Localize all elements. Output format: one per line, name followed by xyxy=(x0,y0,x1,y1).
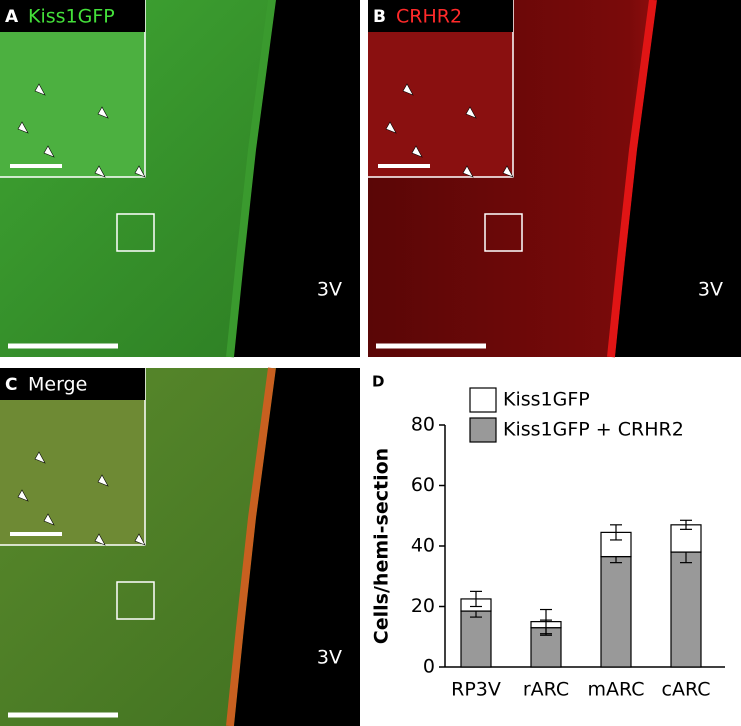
y-tick-label: 40 xyxy=(411,535,435,557)
x-tick-label: RP3V xyxy=(451,679,501,701)
legend-swatch xyxy=(469,387,497,413)
inset xyxy=(368,32,513,177)
region-label: 3V xyxy=(698,279,723,301)
y-tick-label: 20 xyxy=(411,595,435,617)
region-label: 3V xyxy=(317,279,342,301)
y-tick-label: 60 xyxy=(411,474,435,496)
arrowhead xyxy=(34,451,46,464)
y-tick-label: 0 xyxy=(423,656,435,678)
bar-segment xyxy=(460,610,492,668)
error-bar xyxy=(680,519,692,530)
legend-label: Kiss1GFP xyxy=(503,389,590,411)
arrowhead xyxy=(502,165,514,178)
panel-letter: A xyxy=(5,7,19,27)
bar-segment xyxy=(670,551,702,668)
error-bar xyxy=(470,590,482,608)
title-box xyxy=(368,0,513,32)
arrowhead xyxy=(462,165,474,178)
inset xyxy=(0,32,145,177)
x-tick-label: cARC xyxy=(662,679,711,701)
ventricle-edge xyxy=(226,367,276,726)
arrowhead xyxy=(43,145,55,158)
zoom-box xyxy=(116,213,155,252)
zoom-box xyxy=(116,581,155,620)
error-bar xyxy=(540,608,552,635)
arrowhead xyxy=(34,83,46,96)
panel-title: CRHR2 xyxy=(396,6,462,28)
arrowhead xyxy=(134,533,146,546)
arrowhead xyxy=(94,165,106,178)
arrowhead xyxy=(17,121,29,134)
title-box xyxy=(0,0,145,32)
inset xyxy=(0,400,145,545)
x-tick-label: mARC xyxy=(587,679,644,701)
legend-label: Kiss1GFP + CRHR2 xyxy=(503,419,684,441)
arrowhead xyxy=(385,121,397,134)
ventricle-edge xyxy=(226,0,276,358)
arrowhead xyxy=(97,474,109,487)
y-tick-label: 80 xyxy=(411,414,435,436)
panel-letter: B xyxy=(373,7,386,27)
bar-segment xyxy=(600,555,632,668)
micrograph-panel: B CRHR2 3V xyxy=(368,0,741,358)
panel-title: Merge xyxy=(28,374,87,396)
x-tick-label: rARC xyxy=(523,679,569,701)
y-axis-label: Cells/hemi-section xyxy=(371,448,393,644)
arrowhead xyxy=(17,489,29,502)
third-ventricle xyxy=(234,0,360,357)
panel-title: Kiss1GFP xyxy=(28,6,115,28)
panel-letter: D xyxy=(372,373,384,391)
region-label: 3V xyxy=(317,647,342,669)
arrowhead xyxy=(43,513,55,526)
panel-letter: C xyxy=(5,375,17,395)
legend-swatch xyxy=(469,417,497,443)
third-ventricle xyxy=(234,368,360,726)
arrowhead xyxy=(402,83,414,96)
arrowhead xyxy=(465,106,477,119)
title-box xyxy=(0,368,145,400)
ventricle-edge xyxy=(607,0,657,358)
error-bar xyxy=(610,524,622,541)
zoom-box xyxy=(484,213,523,252)
arrowhead xyxy=(411,145,423,158)
arrowhead xyxy=(134,165,146,178)
micrograph-panel: A Kiss1GFP 3V xyxy=(0,0,360,358)
micrograph-panel: C Merge 3V xyxy=(0,367,360,726)
arrowhead xyxy=(97,106,109,119)
arrowhead xyxy=(94,533,106,546)
third-ventricle xyxy=(615,0,741,357)
